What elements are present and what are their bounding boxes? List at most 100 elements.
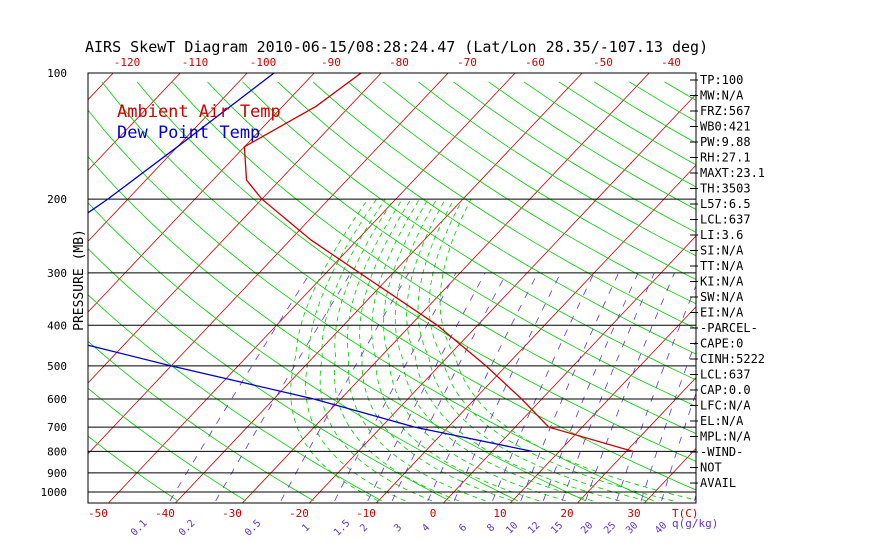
moist-adiabat-line: [346, 198, 486, 502]
pressure-tick-label: 900: [47, 467, 67, 480]
mixing-ratio-label: 2: [358, 522, 370, 534]
bottom-temp-tick-label: 30: [627, 507, 640, 520]
mixing-ratio-label: 1: [300, 522, 312, 534]
isotherm-line: [835, 60, 870, 514]
moist-adiabat-line: [428, 198, 674, 502]
top-temp-tick-label: -70: [457, 56, 477, 69]
mixing-ratio-line: [215, 272, 352, 502]
index-value: LCL:637: [700, 213, 751, 227]
pressure-tick-label: 200: [47, 193, 67, 206]
mixing-ratio-label: 0.2: [177, 518, 198, 539]
mixing-ratio-labels: 0.1 0.2 0.5 1 1.5 2 3 4 6 8 10 12 15 20 25 30 40 q(g/kg): [129, 517, 718, 539]
dry-adiabat-line: [88, 294, 382, 502]
dew-point-temp-line: [88, 73, 533, 453]
dry-adiabat-line: [488, 81, 696, 210]
mixing-ratio-line: [561, 272, 655, 502]
top-temp-tick-label: -60: [525, 56, 545, 69]
mixing-ratio-label: 40: [653, 520, 669, 536]
dry-adiabat-line: [88, 109, 654, 502]
moist-adiabat-line: [383, 198, 567, 502]
plot-frame: [87, 72, 697, 504]
dry-adiabat-line: [418, 81, 696, 257]
isotherm-line: [241, 73, 650, 503]
index-value: CAP:0.0: [700, 383, 751, 397]
index-value: LI:3.6: [700, 228, 743, 242]
top-temperature-axis: -120 -110 -100 -90 -80 -70 -60 -50 -40: [114, 56, 681, 69]
legend-ambient-air-temp: Ambient Air Temp: [117, 102, 281, 122]
dry-adiabat-line: [136, 81, 696, 462]
pressure-tick-label: 800: [47, 445, 67, 458]
index-value: MAXT:23.1: [700, 166, 765, 180]
index-value: -WIND-: [700, 445, 743, 459]
pressure-axis: 100 200 300 400 500 600 700 800 900 1000: [41, 67, 68, 499]
mixing-ratio-label: 0.1: [129, 518, 150, 539]
background-grid: [88, 60, 870, 514]
isotherm-line: [768, 60, 870, 514]
sounding-lines: [88, 73, 634, 453]
moist-adiabat-line: [290, 198, 379, 502]
isotherm-line: [308, 93, 696, 503]
mixing-ratio-label: 6: [457, 522, 469, 534]
pressure-tick-label: 500: [47, 360, 67, 373]
index-value: PW:9.88: [700, 135, 751, 149]
chart-title: AIRS SkewT Diagram 2010-06-15/08:28:24.4…: [85, 38, 708, 56]
pressure-tick-label: 1000: [41, 486, 68, 499]
mixing-ratio-line: [427, 272, 539, 502]
moist-adiabat-line: [319, 198, 433, 502]
mixing-ratio-label: 25: [602, 520, 618, 536]
index-value: CAPE:0: [700, 337, 743, 351]
pressure-tick-label: 600: [47, 393, 67, 406]
isotherm-line: [88, 73, 315, 313]
mixing-ratio-label: 8: [485, 522, 497, 534]
index-value: LCL:637: [700, 368, 751, 382]
dry-adiabat-line: [101, 81, 696, 491]
dry-adiabat-line: [242, 81, 696, 381]
moist-adiabat-line: [305, 198, 406, 502]
top-temp-tick-label: -50: [593, 56, 613, 69]
isotherm-line: [88, 73, 382, 384]
index-value: TH:3503: [700, 182, 751, 196]
dry-adiabat-line: [840, 82, 870, 501]
top-temp-tick-label: -90: [321, 56, 341, 69]
bottom-temp-tick-label: 20: [560, 507, 573, 520]
mixing-ratio-label: 1.5: [332, 518, 353, 539]
mixing-ratio-label: 20: [579, 520, 595, 536]
index-value: RH:27.1: [700, 151, 751, 165]
pressure-tick-label: 300: [47, 267, 67, 280]
top-temp-tick-label: -120: [114, 56, 141, 69]
index-value: NOT: [700, 461, 722, 475]
index-value: MPL:N/A: [700, 430, 751, 444]
index-value: TP:100: [700, 73, 743, 87]
mixing-ratio-line: [453, 272, 561, 502]
top-temp-tick-label: -40: [661, 56, 681, 69]
mixing-ratio-line: [585, 272, 675, 502]
pressure-tick-label: 400: [47, 319, 67, 332]
bottom-temp-tick-label: 0: [430, 507, 437, 520]
index-value: WB0:421: [700, 120, 751, 134]
isotherm-line: [107, 73, 516, 503]
index-value: LFC:N/A: [700, 399, 751, 413]
mixing-ratio-line: [542, 272, 639, 502]
pressure-tick-label: 100: [47, 67, 67, 80]
dry-adiabat-line: [171, 81, 696, 435]
bottom-temp-tick-label: -10: [356, 507, 376, 520]
index-value: EI:N/A: [700, 306, 744, 320]
dry-adiabat-line: [88, 248, 450, 502]
isotherm-line: [88, 73, 449, 455]
dry-adiabat-line: [312, 81, 696, 330]
dry-adiabat-line: [88, 435, 179, 502]
bottom-temp-tick-label: -40: [155, 507, 175, 520]
dry-adiabat-line: [523, 81, 696, 188]
index-value: EL:N/A: [700, 414, 744, 428]
dry-adiabat-line: [88, 387, 247, 502]
bottom-temperature-axis: -50 -40 -30 -20 -10 0 10 20 30 T(C): [88, 507, 698, 520]
mixing-ratio-label: 15: [549, 520, 565, 536]
dry-adiabat-line: [770, 82, 870, 501]
index-value: TT:N/A: [700, 259, 744, 273]
mixing-ratio-label: 12: [526, 520, 542, 536]
mixing-ratio-line: [169, 272, 311, 502]
dry-adiabat-line: [664, 81, 696, 101]
isotherm-line: [375, 164, 696, 503]
index-value: KI:N/A: [700, 275, 744, 289]
